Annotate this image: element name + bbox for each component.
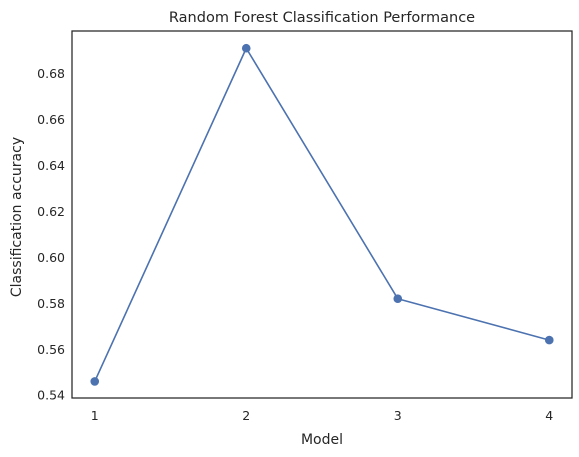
y-tick-label: 0.68 xyxy=(37,66,65,81)
y-tick-label: 0.62 xyxy=(37,204,65,219)
data-point xyxy=(544,335,554,345)
y-tick-label: 0.56 xyxy=(37,342,65,357)
data-point xyxy=(393,294,403,304)
y-tick-label: 0.54 xyxy=(37,388,65,403)
chart-title: Random Forest Classification Performance xyxy=(169,10,475,26)
data-point xyxy=(90,377,100,386)
series-line xyxy=(94,47,550,382)
x-axis-label: Model xyxy=(301,432,343,448)
data-point xyxy=(241,43,251,53)
y-tick-label: 0.66 xyxy=(37,112,65,127)
y-axis-label: Classification accuracy xyxy=(9,137,25,297)
y-tick-label: 0.64 xyxy=(37,158,65,173)
x-tick-label: 4 xyxy=(545,408,553,423)
y-tick-label: 0.60 xyxy=(37,250,65,265)
plot-frame xyxy=(71,30,573,399)
x-tick-label: 2 xyxy=(242,408,250,423)
x-tick-label: 1 xyxy=(91,408,99,423)
plot-area: 1 2 3 4 0.54 0.56 0.58 0.60 0.62 0.64 0.66 0.68 xyxy=(37,30,573,423)
x-tick-label: 3 xyxy=(394,408,402,423)
y-tick-label: 0.58 xyxy=(37,296,65,311)
